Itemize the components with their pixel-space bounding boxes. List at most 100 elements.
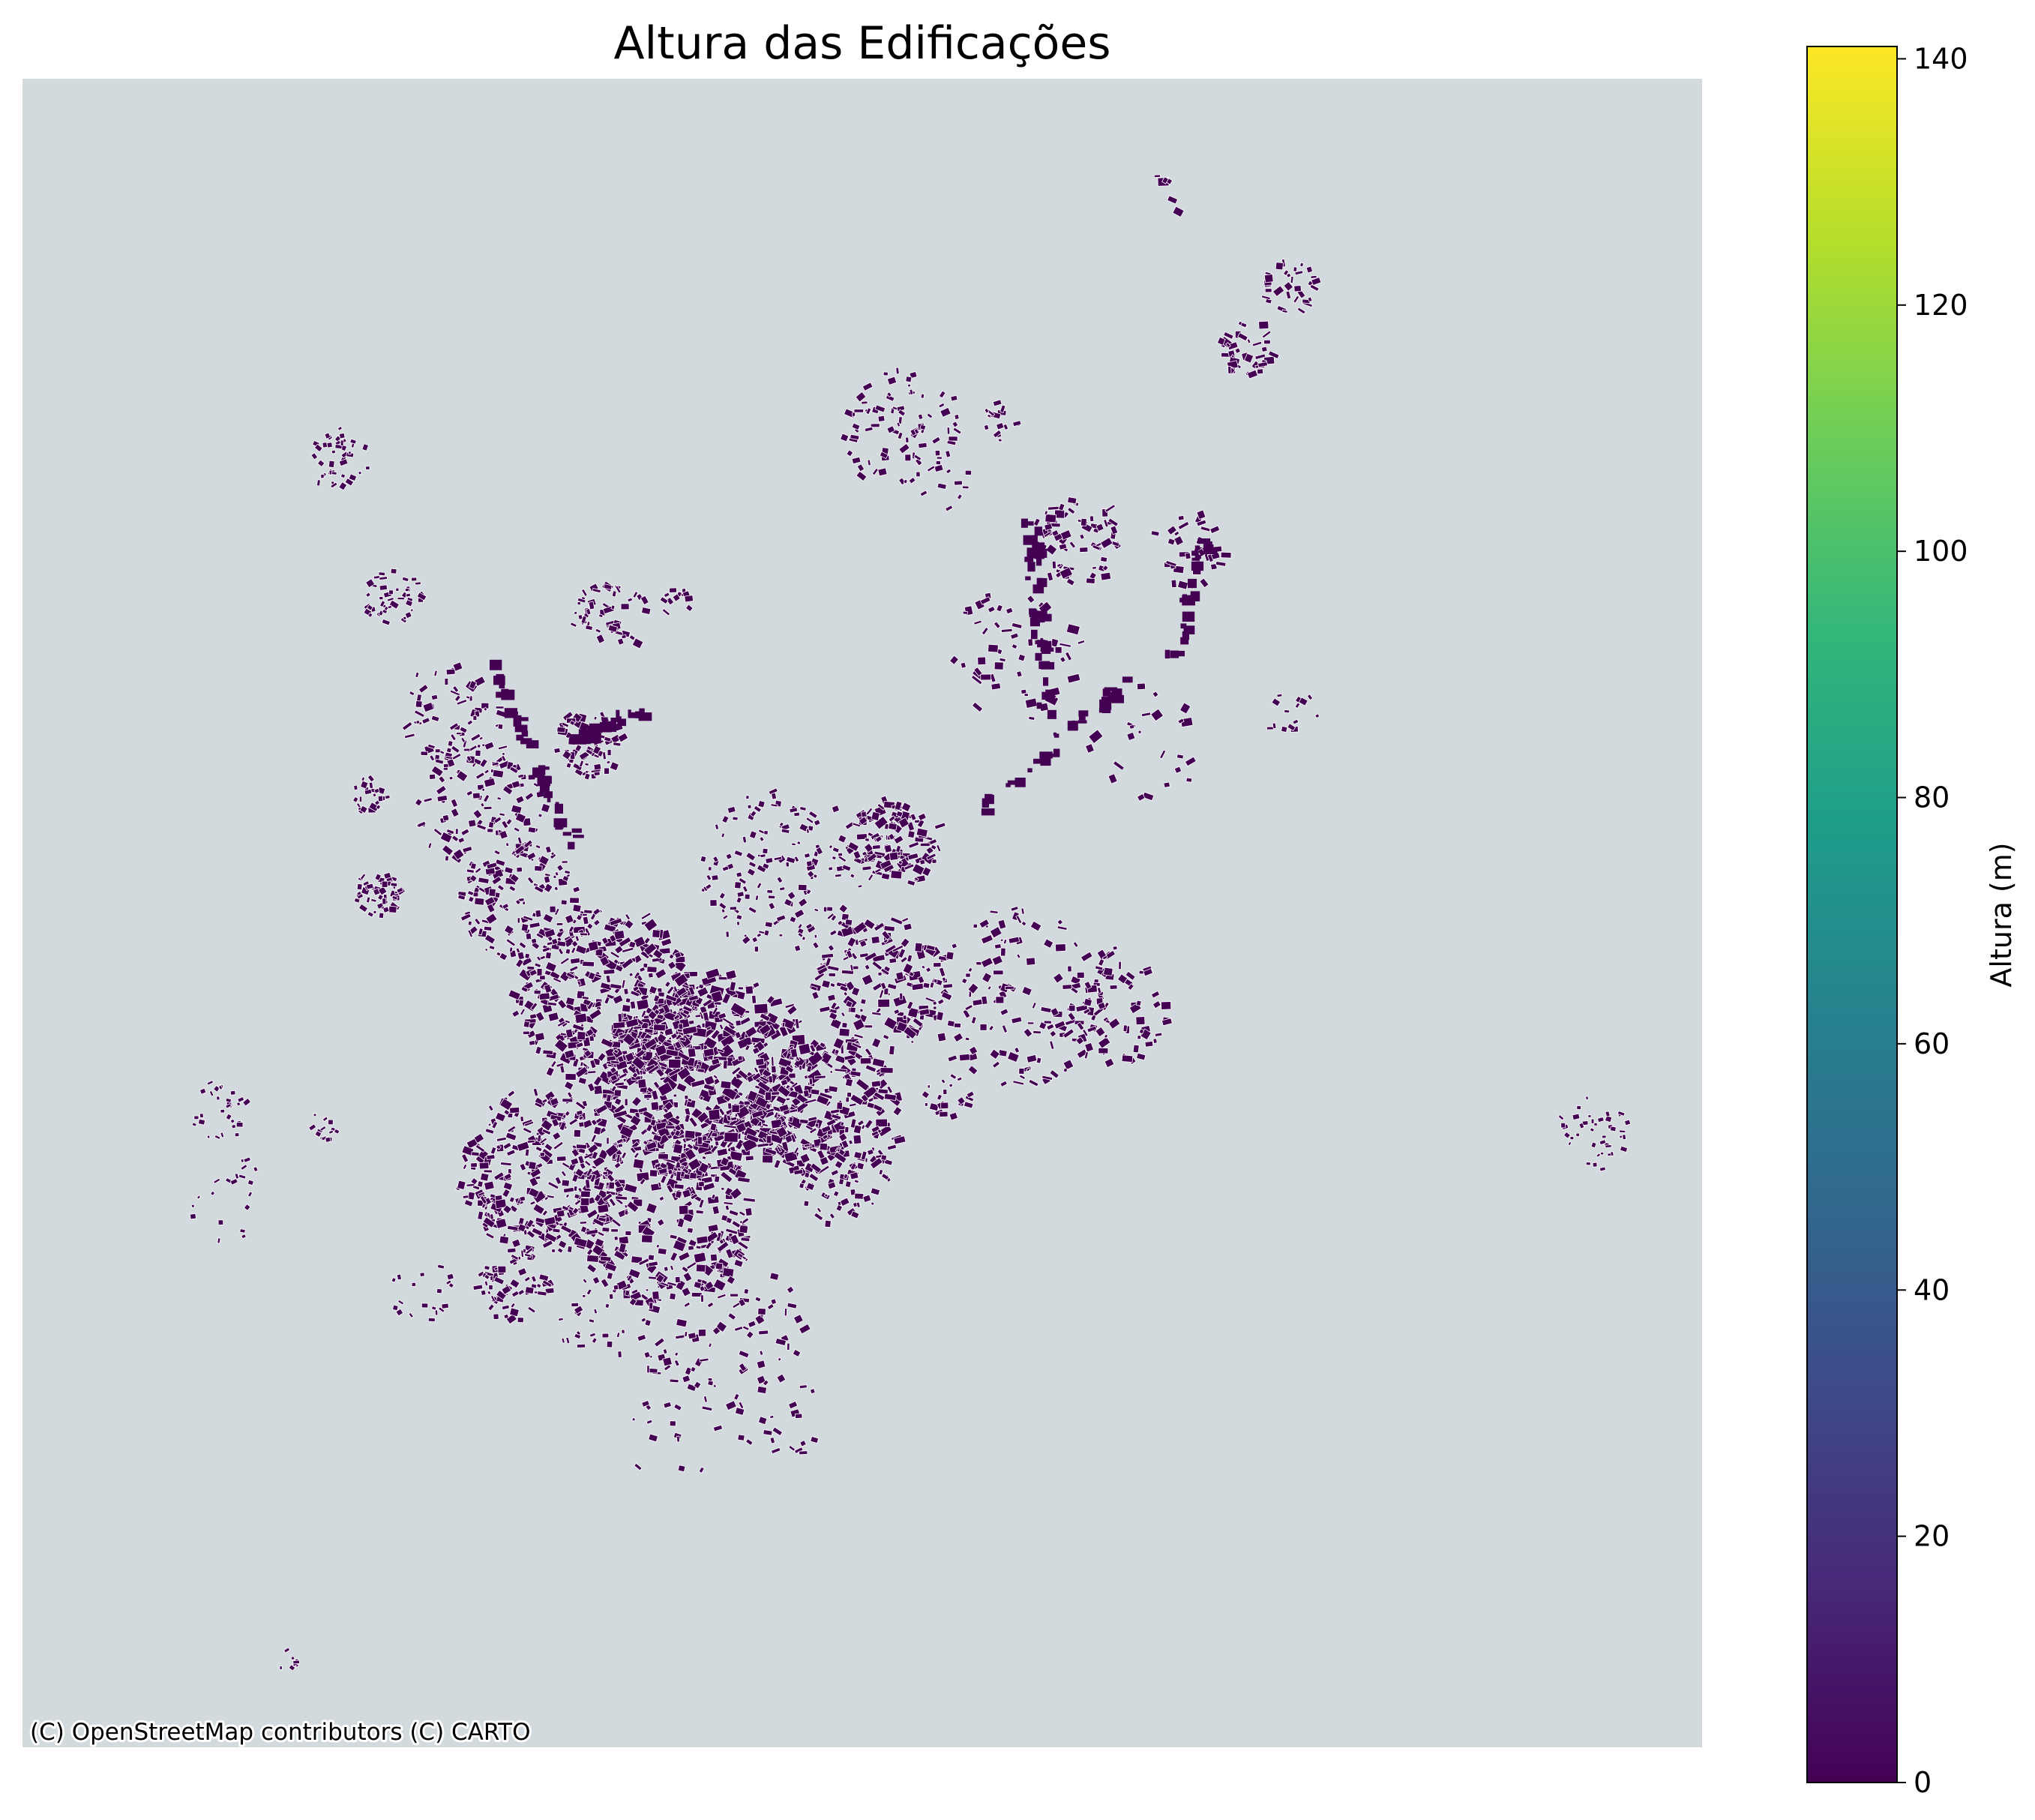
building-footprint: [712, 1205, 720, 1216]
building-footprint: [610, 604, 616, 610]
building-footprint: [535, 955, 542, 962]
building-footprint: [628, 1268, 641, 1279]
building-footprint: [889, 1045, 895, 1056]
building-footprint: [684, 1147, 697, 1161]
building-footprint: [877, 1124, 893, 1138]
building-footprint: [624, 1098, 628, 1106]
building-footprint: [621, 718, 626, 727]
building-footprint: [709, 1253, 718, 1262]
building-footprint: [395, 587, 400, 592]
building-footprint: [981, 808, 995, 816]
building-footprint: [646, 1365, 650, 1374]
building-footprint: [547, 1181, 559, 1190]
building-footprint: [960, 661, 967, 669]
building-footprint: [871, 935, 880, 944]
building-footprint: [338, 432, 346, 439]
building-footprint: [826, 906, 833, 912]
building-footprint: [620, 603, 630, 610]
building-footprint: [946, 951, 955, 961]
building-footprint: [608, 1293, 614, 1300]
building-footprint: [1587, 1114, 1592, 1118]
building-footprint: [475, 1144, 486, 1153]
building-footprint: [520, 985, 529, 993]
building-footprint: [1258, 320, 1269, 330]
building-footprint: [771, 1091, 780, 1096]
building-footprint: [844, 1180, 852, 1189]
building-footprint: [756, 1360, 766, 1369]
building-footprint: [721, 1085, 739, 1101]
building-footprint: [480, 1289, 487, 1297]
building-footprint: [571, 946, 577, 955]
building-footprint: [631, 1072, 639, 1079]
building-footprint: [372, 793, 377, 798]
colorbar-tick-label: 40: [1914, 1273, 1950, 1306]
building-footprint: [486, 1154, 496, 1160]
building-footprint: [918, 442, 928, 449]
building-footprint: [802, 1089, 811, 1098]
building-footprint: [672, 1240, 687, 1252]
building-footprint: [658, 1167, 668, 1175]
building-footprint: [470, 1162, 478, 1168]
building-footprint: [1051, 560, 1057, 569]
building-footprint: [859, 1057, 872, 1065]
building-footprint: [190, 1204, 196, 1209]
building-footprint: [612, 1109, 628, 1119]
building-footprint: [470, 1177, 478, 1186]
building-footprint: [565, 1193, 571, 1199]
building-footprint: [562, 1186, 575, 1194]
building-footprint: [734, 881, 742, 889]
building-footprint: [703, 1048, 715, 1057]
building-footprint: [939, 1111, 949, 1117]
building-footprint: [534, 1032, 545, 1042]
building-footprint: [405, 592, 412, 598]
building-footprint: [499, 682, 505, 688]
building-footprint: [1622, 1134, 1627, 1141]
building-footprint: [1299, 262, 1304, 268]
building-footprint: [721, 1214, 729, 1222]
building-footprint: [658, 1195, 665, 1202]
building-footprint: [645, 1288, 649, 1292]
building-footprint: [950, 394, 958, 402]
building-footprint: [681, 1265, 689, 1273]
building-footprint: [1185, 552, 1191, 560]
building-footprint: [524, 952, 530, 959]
building-footprint: [611, 590, 617, 598]
building-footprint: [563, 1081, 574, 1091]
building-footprint: [585, 770, 589, 774]
building-footprint: [834, 1068, 848, 1073]
building-footprint: [844, 919, 853, 926]
building-footprint: [980, 673, 992, 681]
building-footprint: [530, 937, 538, 944]
building-footprint: [509, 1204, 518, 1213]
building-footprint: [1035, 652, 1042, 661]
building-footprint: [652, 949, 664, 960]
building-footprint: [508, 946, 514, 953]
building-footprint: [780, 1017, 796, 1030]
basemap[interactable]: [22, 79, 1702, 1747]
building-footprint: [573, 1237, 588, 1248]
building-footprint: [606, 1340, 613, 1348]
building-footprint: [736, 891, 745, 898]
building-footprint: [1170, 579, 1177, 589]
building-footprint: [809, 1044, 817, 1053]
building-footprint: [850, 1171, 859, 1180]
building-footprint: [1153, 174, 1161, 178]
building-footprint: [648, 1261, 658, 1267]
building-footprint: [474, 897, 485, 906]
building-footprint: [484, 1128, 495, 1135]
building-footprint: [902, 1015, 907, 1021]
building-footprint: [664, 994, 678, 1003]
building-footprint: [768, 1075, 774, 1084]
building-footprint: [292, 1660, 300, 1665]
building-footprint: [628, 709, 631, 718]
building-footprint: [624, 919, 634, 930]
building-footprint: [583, 909, 593, 914]
building-footprint: [730, 1187, 743, 1200]
building-footprint: [616, 1153, 621, 1164]
building-footprint: [720, 1156, 730, 1167]
building-footprint: [687, 1157, 702, 1171]
building-footprint: [877, 998, 890, 1008]
building-footprint: [712, 1278, 727, 1292]
building-footprint: [541, 1128, 552, 1136]
building-footprint: [1144, 1041, 1154, 1048]
